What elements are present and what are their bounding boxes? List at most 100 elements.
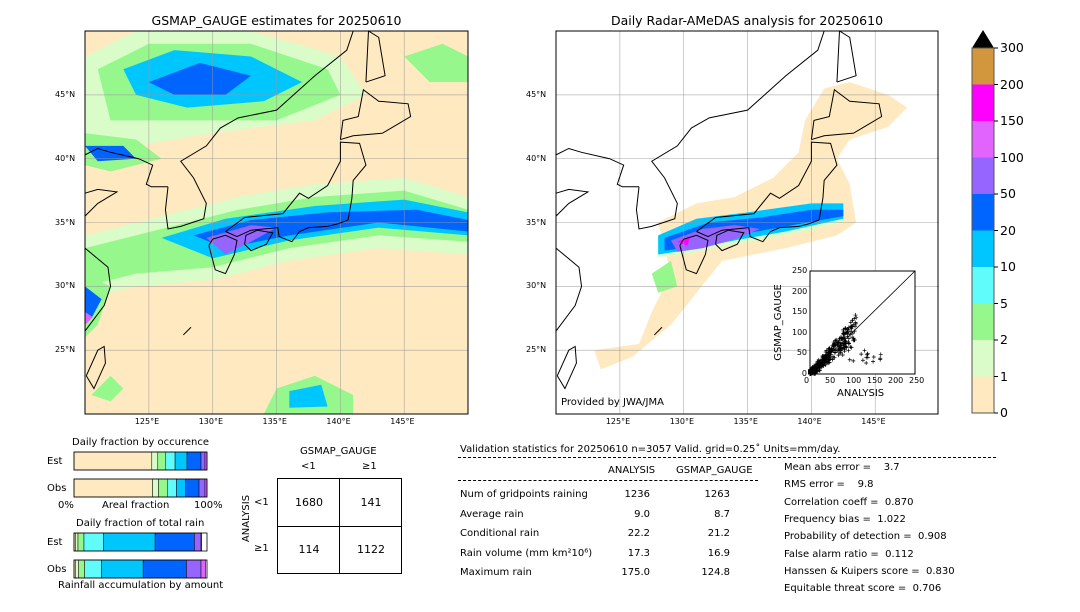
colorbar-label: 5 bbox=[1000, 295, 1008, 311]
colorbar-segment bbox=[972, 194, 994, 231]
occ-row-est: Est bbox=[47, 456, 63, 467]
fraction-segment bbox=[75, 559, 79, 579]
scatter-point bbox=[864, 355, 869, 360]
lat-tick-label: 25°N bbox=[526, 345, 547, 355]
scatter-point bbox=[845, 334, 850, 339]
left-map-title: GSMAP_GAUGE estimates for 20250610 bbox=[151, 13, 402, 28]
coastline-ryukyu bbox=[182, 326, 192, 336]
coastline-sakhalin bbox=[836, 30, 857, 83]
stat-gsmap-value: 8.7 bbox=[714, 508, 730, 520]
colorbar-label: 100 bbox=[1000, 149, 1024, 165]
lon-tick-label: 125°E bbox=[134, 417, 160, 426]
scatter-point bbox=[837, 338, 842, 343]
scatter-point bbox=[829, 346, 834, 351]
scatter-point bbox=[833, 338, 838, 343]
colorbar-segment bbox=[972, 376, 994, 413]
scatter-x-tick: 50 bbox=[825, 376, 836, 385]
scatter-point bbox=[846, 341, 851, 346]
fraction-segment bbox=[84, 559, 102, 579]
colorbar-label: 20 bbox=[1000, 222, 1016, 238]
occurrence-title: Daily fraction by occurence bbox=[72, 437, 210, 448]
total-rain-obs-bar bbox=[73, 559, 208, 579]
scatter-point bbox=[835, 341, 840, 346]
rain-area bbox=[404, 43, 469, 83]
coastline-honshu bbox=[225, 141, 367, 243]
scatter-point bbox=[853, 324, 858, 329]
scatter-point bbox=[860, 358, 865, 363]
coastline-kyushu bbox=[679, 234, 709, 275]
scatter-point bbox=[846, 336, 851, 341]
stat-label: Rain volume (mm km²10⁶) bbox=[460, 547, 593, 559]
scatter-point bbox=[853, 313, 858, 318]
lon-tick-label: 130°E bbox=[198, 417, 224, 426]
coastline-china3 bbox=[555, 247, 583, 332]
fraction-segment bbox=[154, 532, 195, 552]
fraction-segment bbox=[165, 451, 176, 471]
scatter-point bbox=[859, 352, 864, 357]
scatter-point bbox=[817, 358, 822, 363]
fraction-segment bbox=[158, 478, 169, 498]
scatter-point bbox=[878, 352, 883, 357]
rain-area bbox=[206, 225, 277, 255]
lon-tick-label: 140°E bbox=[326, 417, 351, 426]
colorbar-segment bbox=[972, 230, 994, 267]
scatter-x-tick: 150 bbox=[867, 376, 883, 385]
lon-tick-label: 135°E bbox=[733, 417, 758, 426]
lon-tick-label: 125°E bbox=[605, 417, 631, 426]
colorbar-segment bbox=[972, 84, 994, 121]
score-text: Frequency bias = 1.022 bbox=[784, 513, 906, 525]
scatter-x-tick: 0 bbox=[804, 376, 810, 385]
scatter-point bbox=[842, 345, 847, 350]
stat-label: Average rain bbox=[460, 508, 524, 520]
coastline-taiwan bbox=[85, 345, 106, 390]
stat-analysis-value: 1236 bbox=[624, 489, 650, 500]
lon-tick-label: 145°E bbox=[390, 417, 415, 426]
occ-x-max: 100% bbox=[194, 500, 223, 511]
scatter-y-tick: 0 bbox=[801, 369, 807, 378]
scatter-ylabel: GSMAP_GAUGE bbox=[772, 284, 784, 361]
lat-tick-label: 35°N bbox=[526, 217, 547, 227]
lon-tick-label: 130°E bbox=[669, 417, 695, 426]
contingency-row-title: ANALYSIS bbox=[241, 494, 253, 543]
scatter-point bbox=[840, 337, 845, 342]
fraction-segment bbox=[103, 532, 156, 552]
scatter-point bbox=[808, 370, 813, 375]
total-rain-title: Daily fraction of total rain bbox=[76, 518, 205, 529]
fraction-segment bbox=[73, 451, 153, 471]
colorbar-label: 300 bbox=[1000, 40, 1024, 55]
fraction-segment bbox=[101, 559, 144, 579]
scatter-y-tick: 150 bbox=[792, 307, 808, 317]
scatter-point bbox=[818, 359, 823, 364]
fraction-segment bbox=[200, 532, 202, 552]
scatter-point bbox=[850, 335, 855, 340]
scatter-point bbox=[836, 353, 841, 358]
stat-analysis-value: 22.2 bbox=[627, 528, 650, 539]
fraction-segment bbox=[152, 478, 159, 498]
stats-header: Validation statistics for 20250610 n=305… bbox=[460, 444, 841, 455]
score-text: Correlation coeff = 0.870 bbox=[784, 496, 914, 508]
stat-label: Maximum rain bbox=[460, 567, 532, 578]
fraction-segment bbox=[83, 532, 104, 552]
scatter-point bbox=[871, 359, 876, 364]
scatter-point bbox=[878, 356, 883, 361]
scatter-x-tick: 250 bbox=[909, 376, 925, 385]
lat-tick-label: 40°N bbox=[526, 153, 547, 163]
credit-text: Provided by JWA/JMA bbox=[561, 397, 664, 408]
coastline-ryukyu bbox=[653, 326, 663, 336]
rain-area bbox=[193, 209, 469, 249]
coastline-china bbox=[555, 147, 640, 188]
colorbar-label: 2 bbox=[1000, 332, 1008, 347]
colorbar-segment bbox=[972, 267, 994, 304]
stat-gsmap-value: 16.9 bbox=[707, 547, 730, 559]
score-text: False alarm ratio = 0.112 bbox=[784, 548, 914, 560]
scatter-point bbox=[835, 348, 840, 353]
colorbar bbox=[971, 30, 998, 414]
rain-area bbox=[651, 260, 678, 293]
lon-tick-label: 140°E bbox=[797, 417, 822, 426]
score-text: Hanssen & Kuipers score = 0.830 bbox=[784, 565, 955, 577]
scatter-point bbox=[842, 332, 847, 337]
contingency-row-lt1: <1 bbox=[254, 497, 269, 508]
scatter-point bbox=[843, 326, 848, 331]
coastline-honshu bbox=[696, 141, 838, 243]
